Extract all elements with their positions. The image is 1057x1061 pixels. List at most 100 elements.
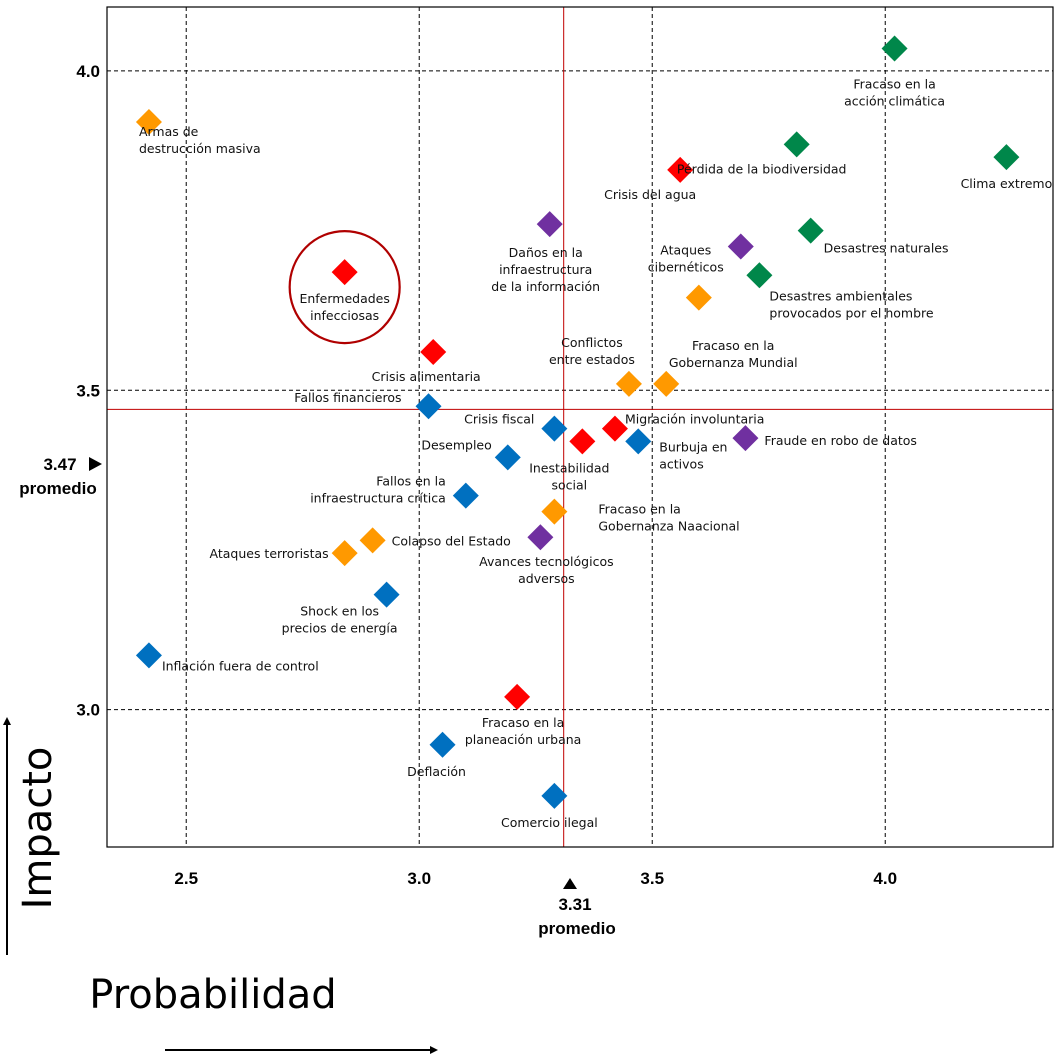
risk-point bbox=[429, 731, 456, 758]
point-label: Fracaso en la bbox=[598, 502, 680, 517]
risk-point bbox=[359, 527, 386, 554]
risk-point bbox=[653, 370, 680, 397]
risk-point bbox=[541, 782, 568, 809]
risk-point bbox=[527, 524, 554, 551]
point-label: precios de energía bbox=[282, 621, 398, 636]
point-label: destrucción masiva bbox=[139, 141, 261, 156]
risk-point bbox=[536, 211, 563, 238]
point-label: Ataques terroristas bbox=[210, 546, 329, 561]
risk-point bbox=[494, 444, 521, 471]
point-label: activos bbox=[659, 456, 703, 471]
risk-point bbox=[685, 284, 712, 311]
point-label: Pérdida de la biodiversidad bbox=[677, 161, 847, 176]
point-label: provocados por el hombre bbox=[769, 305, 933, 320]
y-tick-label: 4.0 bbox=[76, 62, 100, 81]
risk-point bbox=[797, 217, 824, 244]
highlight-circle bbox=[288, 229, 401, 345]
risk-point bbox=[881, 35, 908, 62]
point-label: infraestructura crítica bbox=[310, 491, 446, 506]
point-label: Conflictos bbox=[561, 335, 623, 350]
point-label: Enfermedades bbox=[299, 291, 389, 306]
point-label: Gobernanza Mundial bbox=[669, 355, 798, 370]
point-label: Inflación fuera de control bbox=[162, 658, 319, 673]
x-tick-label: 3.0 bbox=[407, 869, 431, 888]
risk-point bbox=[504, 683, 531, 710]
point-label: Migración involuntaria bbox=[625, 412, 764, 427]
data-points bbox=[135, 35, 1020, 809]
point-label: entre estados bbox=[549, 352, 635, 367]
risk-point bbox=[625, 428, 652, 455]
risk-point bbox=[135, 642, 162, 669]
point-label: Crisis fiscal bbox=[464, 412, 534, 427]
risk-point bbox=[331, 259, 358, 286]
point-label: Avances tecnológicos bbox=[479, 554, 613, 569]
risk-point bbox=[727, 233, 754, 260]
point-label: adversos bbox=[518, 571, 575, 586]
y-tick-label: 3.5 bbox=[76, 381, 100, 400]
average-x-caption: promedio bbox=[538, 919, 615, 938]
point-label: Fracaso en la bbox=[692, 338, 774, 353]
point-label: acción climática bbox=[844, 94, 945, 109]
average-y-caption: promedio bbox=[19, 479, 96, 498]
x-tick-label: 4.0 bbox=[873, 869, 897, 888]
risk-point bbox=[415, 393, 442, 420]
point-label: Clima extremo bbox=[961, 176, 1053, 191]
point-label: Crisis del agua bbox=[604, 187, 696, 202]
risk-point bbox=[601, 415, 628, 442]
point-label: Fallos financieros bbox=[294, 390, 401, 405]
x-tick-label: 2.5 bbox=[174, 869, 198, 888]
average-y-marker bbox=[89, 457, 102, 471]
risk-point bbox=[569, 428, 596, 455]
risk-point bbox=[373, 581, 400, 608]
x-tick-label: 3.5 bbox=[640, 869, 664, 888]
point-label: infraestructura bbox=[499, 262, 592, 277]
point-label: Desastres naturales bbox=[824, 241, 949, 256]
x-axis-title: Probabilidad bbox=[89, 972, 336, 1018]
point-label: cibernéticos bbox=[648, 260, 724, 275]
average-x-value: 3.31 bbox=[558, 895, 591, 914]
point-label: planeación urbana bbox=[465, 732, 581, 747]
x-axis-arrow-head bbox=[430, 1046, 438, 1054]
y-tick-label: 3.0 bbox=[76, 701, 100, 720]
risk-point bbox=[452, 482, 479, 509]
point-label: Desastres ambientales bbox=[769, 288, 912, 303]
point-label: Shock en los bbox=[300, 604, 379, 619]
risk-point bbox=[732, 425, 759, 452]
risk-point bbox=[135, 108, 162, 135]
point-label: Fracaso en la bbox=[482, 715, 564, 730]
y-tick-labels: 3.0 3.5 4.0 bbox=[76, 62, 100, 720]
point-label: infecciosas bbox=[310, 308, 379, 323]
point-label: Fracaso en la bbox=[853, 77, 935, 92]
y-axis-arrow-head bbox=[3, 717, 11, 725]
risk-point bbox=[541, 415, 568, 442]
point-label: Armas de bbox=[139, 124, 199, 139]
plot-frame bbox=[106, 6, 1054, 848]
point-label: Ataques bbox=[660, 243, 711, 258]
average-y-value: 3.47 bbox=[43, 455, 76, 474]
point-label: Crisis alimentaria bbox=[372, 369, 481, 384]
point-label: Burbuja en bbox=[659, 439, 727, 454]
point-label: social bbox=[552, 477, 588, 492]
point-label: Comercio ilegal bbox=[501, 815, 598, 830]
risk-point bbox=[993, 144, 1020, 171]
risk-point bbox=[783, 131, 810, 158]
risk-point bbox=[541, 498, 568, 525]
average-x-marker bbox=[563, 878, 577, 889]
risk-point bbox=[615, 370, 642, 397]
point-label: Fallos en la bbox=[376, 474, 446, 489]
point-label: de la información bbox=[491, 279, 600, 294]
point-label: Inestabilidad bbox=[529, 460, 609, 475]
risk-point bbox=[331, 540, 358, 567]
point-label: Daños en la bbox=[509, 245, 583, 260]
point-labels: Fracaso en la acción climática Armas de des… bbox=[139, 77, 1052, 830]
x-tick-labels: 2.5 3.0 3.5 4.0 bbox=[174, 869, 897, 888]
risk-point bbox=[667, 156, 694, 183]
gridlines bbox=[107, 7, 1053, 847]
risk-point bbox=[746, 262, 773, 289]
point-label: Gobernanza Naacional bbox=[598, 519, 739, 534]
point-label: Fraude en robo de datos bbox=[764, 433, 917, 448]
point-label: Colapso del Estado bbox=[392, 533, 511, 548]
point-label: Deflación bbox=[407, 764, 466, 779]
risk-point bbox=[420, 338, 447, 365]
